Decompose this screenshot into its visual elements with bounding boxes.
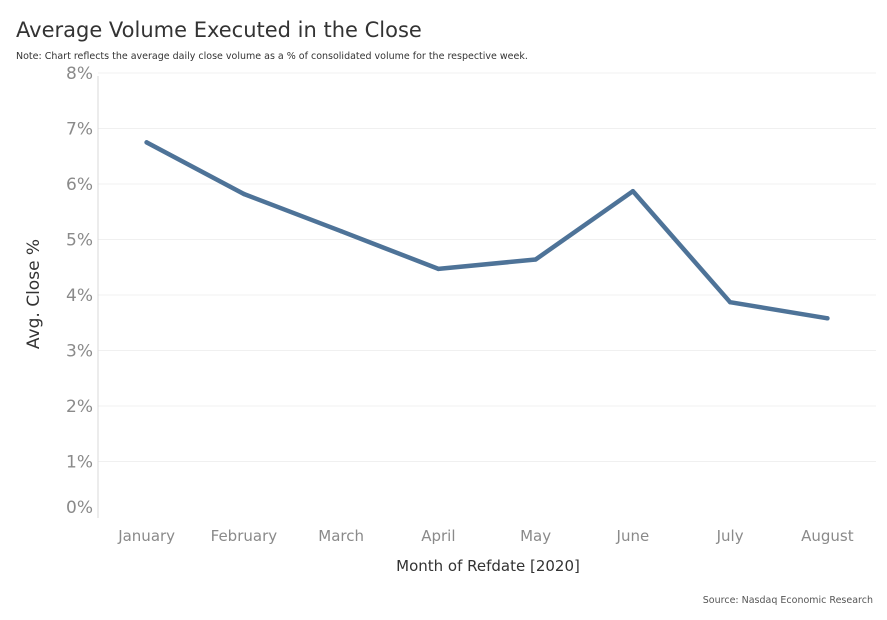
chart-title: Average Volume Executed in the Close [16,18,422,42]
x-tick-label: June [616,527,650,545]
y-tick-label: 0% [66,498,93,518]
x-tick-label: February [211,527,278,545]
y-tick-label: 1% [66,453,93,473]
data-point [630,189,636,194]
data-point [825,316,830,321]
series-line [144,140,830,321]
x-tick-label: August [801,527,854,545]
x-tick-label: May [520,527,551,545]
chart-subtitle: Note: Chart reflects the average daily c… [16,51,528,62]
y-tick-label: 8% [66,64,93,84]
y-tick-label: 4% [66,286,93,306]
y-tick-label: 7% [66,120,93,140]
gridlines [98,72,876,462]
series-lines [144,140,830,321]
x-tick-label: July [716,527,744,545]
data-point [533,257,538,262]
data-point [436,266,441,272]
y-tick-label: 3% [66,342,93,362]
y-tick-label: 2% [66,397,93,417]
y-tick-label: 5% [66,231,93,251]
x-tick-label: April [421,527,455,545]
data-point [144,140,149,145]
x-tick-label: January [117,527,175,545]
y-axis-ticks: 0% 1% 2% 3% 4% 5% 6% 7% 8% [66,64,93,518]
x-axis-label: Month of Refdate [2020] [396,557,580,575]
y-axis-label: Avg. Close % [24,239,44,349]
data-point [727,300,733,305]
x-axis-ticks: January February March April May June July Augu… [117,527,854,545]
data-point [241,191,247,197]
source-note: Source: Nasdaq Economic Research [702,595,873,606]
data-point [338,228,344,234]
y-tick-label: 6% [66,175,93,195]
x-tick-label: March [318,527,364,545]
